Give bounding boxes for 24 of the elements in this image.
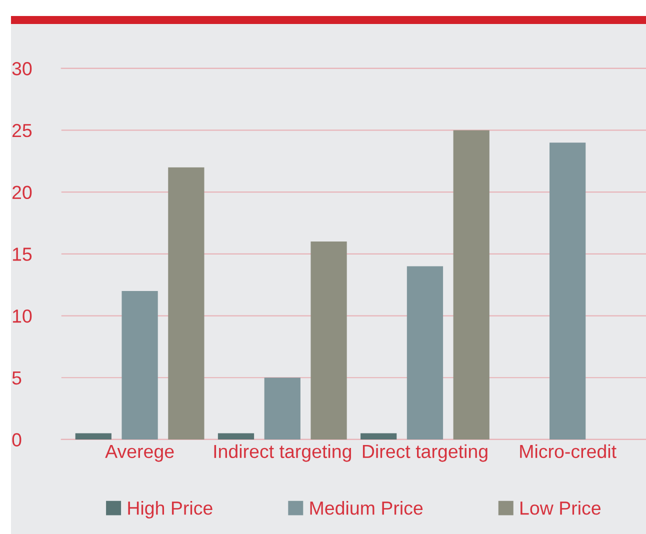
x-tick-label: Averege bbox=[105, 445, 174, 462]
y-tick-label: 15 bbox=[12, 248, 32, 261]
bar bbox=[218, 433, 254, 440]
legend-label: Low Price bbox=[520, 500, 600, 515]
x-tick-label: Direct targeting bbox=[362, 444, 488, 462]
bar bbox=[360, 433, 397, 440]
bar bbox=[406, 266, 444, 440]
y-tick-label: 25 bbox=[12, 124, 32, 138]
x-tick-label: Micro-credit bbox=[520, 444, 616, 458]
y-tick-label: 0 bbox=[12, 433, 22, 446]
x-tick-label: Indirect targeting bbox=[214, 444, 352, 462]
bar bbox=[453, 130, 490, 440]
bar bbox=[550, 142, 586, 440]
bar bbox=[168, 167, 204, 440]
bar bbox=[75, 433, 112, 440]
bar bbox=[264, 378, 300, 440]
legend-label: Medium Price bbox=[310, 500, 423, 515]
bar bbox=[122, 291, 158, 440]
legend-label: High Price bbox=[128, 500, 212, 518]
y-tick-label: 30 bbox=[12, 62, 32, 76]
y-tick-label: 10 bbox=[12, 309, 32, 323]
y-tick-label: 5 bbox=[12, 372, 22, 385]
bar bbox=[310, 242, 347, 440]
y-tick-label: 20 bbox=[12, 186, 32, 200]
